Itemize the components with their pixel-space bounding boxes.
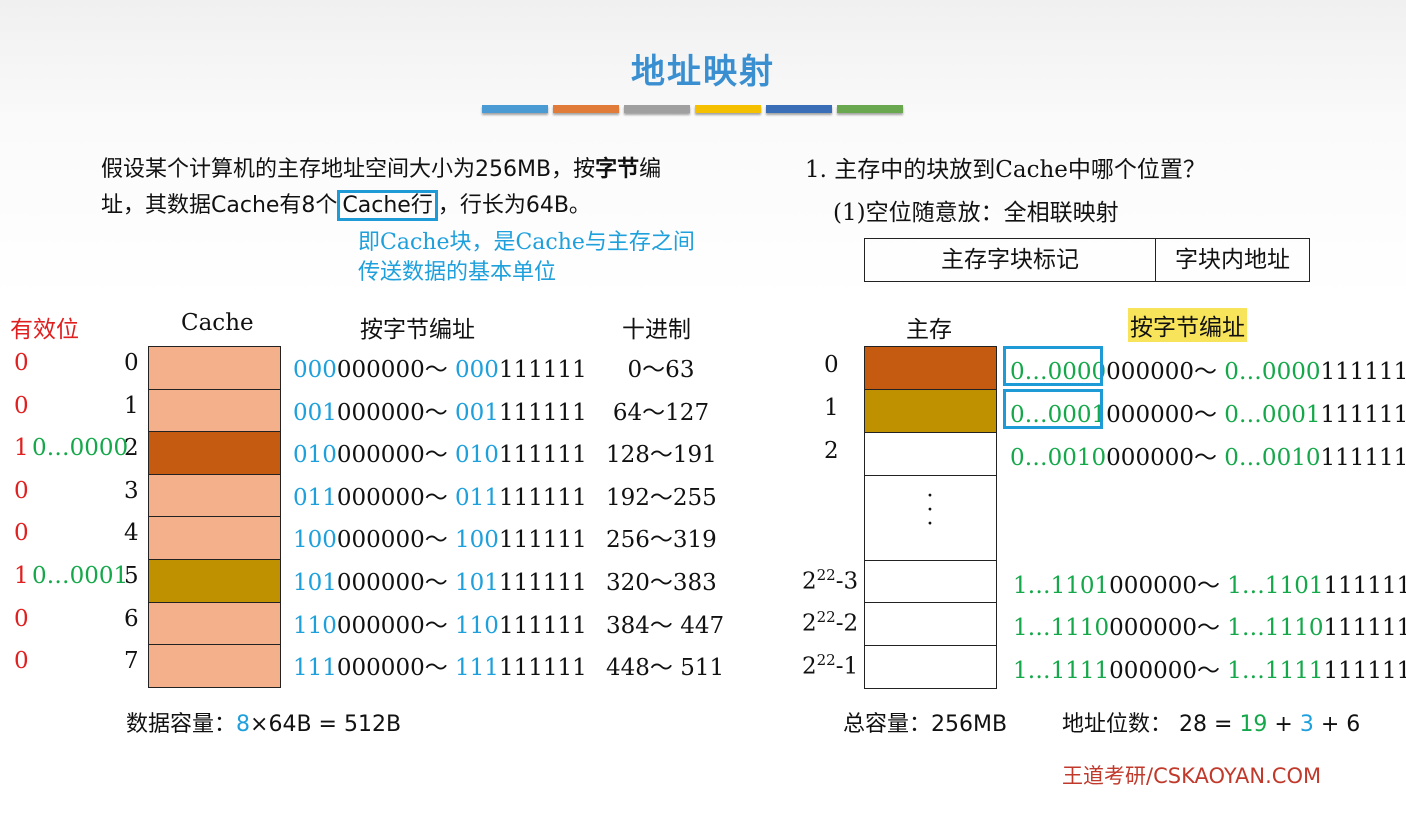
decimal-range: 448～ 511 bbox=[606, 655, 725, 682]
valid-bit: 1 bbox=[14, 563, 29, 589]
cache-line-index: 1 bbox=[124, 392, 139, 419]
cache-line-index: 4 bbox=[124, 520, 139, 547]
main-memory-block bbox=[864, 346, 997, 390]
main-memory-block bbox=[864, 389, 997, 433]
main-memory-block bbox=[864, 602, 997, 646]
memory-block-index: 222-2 bbox=[802, 608, 859, 637]
valid-bit: 0 bbox=[14, 648, 29, 675]
memory-address-range: 1…1111000000～ 1…1111111111 bbox=[1013, 658, 1406, 684]
tag-highlight-1 bbox=[1003, 389, 1103, 429]
tag-field-box: 主存字块标记 bbox=[864, 238, 1156, 282]
cache-header: Cache bbox=[181, 310, 254, 336]
total-capacity: 总容量：256MB bbox=[843, 712, 1008, 737]
decimal-range: 384～ 447 bbox=[606, 612, 725, 639]
byte-address-range: 011000000～ 011111111 bbox=[293, 484, 587, 511]
question-1: 1. 主存中的块放到Cache中哪个位置？ bbox=[805, 157, 1206, 183]
intro-line-1: 假设某个计算机的主存地址空间大小为256MB，按字节编 bbox=[101, 157, 662, 182]
decimal-range: 0～63 bbox=[627, 357, 695, 383]
byte-address-range: 010000000～ 010111111 bbox=[293, 442, 587, 469]
decimal-range: 320～383 bbox=[606, 570, 717, 596]
valid-bit: 0 bbox=[14, 477, 29, 504]
decimal-header: 十进制 bbox=[622, 317, 691, 343]
cache-line-index: 2 bbox=[124, 435, 139, 462]
title-bar-4 bbox=[695, 105, 761, 113]
intro-text: 假设某个计算机的主存地址空间大小为256MB，按字节编 址，其数据Cache有8… bbox=[101, 152, 661, 224]
data-capacity: 数据容量：8×64B = 512B bbox=[126, 712, 402, 737]
offset-field-box: 字块内地址 bbox=[1155, 238, 1310, 282]
cache-line-cell bbox=[148, 559, 281, 603]
cache-line-index: 7 bbox=[124, 648, 139, 675]
mem-byte-addr-header: 按字节编址 bbox=[1128, 308, 1247, 342]
main-memory-block bbox=[864, 645, 997, 689]
question-1-sub: (1)空位随意放：全相联映射 bbox=[833, 200, 1119, 226]
cache-line-cell bbox=[148, 346, 281, 390]
byte-address-range: 000000000～ 000111111 bbox=[293, 357, 587, 383]
valid-bit-header: 有效位 bbox=[10, 317, 79, 343]
cache-line-cell bbox=[148, 516, 281, 560]
title-bar-2 bbox=[553, 105, 619, 113]
decimal-range: 64～127 bbox=[612, 399, 710, 426]
cache-line-tag: 0…0001 bbox=[32, 563, 129, 589]
main-memory-header: 主存 bbox=[906, 317, 952, 343]
valid-bit: 0 bbox=[14, 392, 29, 419]
tag-highlight-0 bbox=[1003, 346, 1103, 386]
valid-bit: 0 bbox=[14, 520, 29, 547]
brand-footer: 王道考研/CSKAOYAN.COM bbox=[1062, 764, 1322, 788]
page-title: 地址映射 bbox=[631, 52, 775, 92]
valid-bit: 1 bbox=[14, 435, 29, 462]
valid-bit: 0 bbox=[14, 350, 29, 376]
cache-line-cell bbox=[148, 473, 281, 518]
byte-address-range: 101000000～ 101111111 bbox=[293, 570, 587, 596]
memory-block-index: 222-3 bbox=[802, 566, 859, 595]
decimal-range: 128～191 bbox=[606, 442, 717, 469]
memory-block-index: 222-1 bbox=[802, 651, 859, 680]
cache-line-cell bbox=[148, 388, 281, 433]
cache-line-index: 6 bbox=[124, 605, 139, 632]
memory-address-range: 1…1101000000～ 1…1101111111 bbox=[1013, 573, 1406, 599]
cache-line-note: 即Cache块，是Cache与主存之间 传送数据的基本单位 bbox=[358, 230, 695, 285]
byte-address-range: 111000000～ 111111111 bbox=[293, 655, 587, 682]
memory-address-range: 0…0001000000～ 0…0001111111 bbox=[1010, 402, 1406, 428]
title-bar-3 bbox=[624, 105, 690, 113]
title-bar-5 bbox=[766, 105, 832, 113]
main-memory-block bbox=[864, 560, 997, 603]
ellipsis-dots: · · · bbox=[926, 484, 934, 537]
decimal-range: 256～319 bbox=[606, 527, 717, 554]
cache-line-cell bbox=[148, 431, 281, 475]
cache-line-tag: 0…0000 bbox=[32, 435, 129, 462]
intro-line-2: 址，其数据Cache有8个 Cache行 ，行长为64B。 bbox=[101, 188, 661, 224]
memory-address-range: 0…0000000000～ 0…0000111111 bbox=[1010, 359, 1406, 385]
address-bits: 地址位数： 28 = 19 + 3 + 6 bbox=[1062, 712, 1361, 737]
memory-block-index: 0 bbox=[824, 352, 839, 378]
cache-line-term: Cache行 bbox=[337, 190, 438, 221]
title-bar-6 bbox=[837, 105, 903, 113]
decimal-range: 192～255 bbox=[606, 484, 717, 511]
main-memory-block bbox=[864, 475, 997, 561]
byte-addr-header: 按字节编址 bbox=[360, 317, 475, 343]
title-bar-1 bbox=[482, 105, 548, 113]
cache-line-index: 5 bbox=[124, 563, 139, 589]
byte-address-range: 001000000～ 001111111 bbox=[293, 399, 587, 426]
byte-address-range: 100000000～ 100111111 bbox=[293, 527, 587, 554]
cache-line-cell bbox=[148, 644, 281, 688]
main-memory-block bbox=[864, 432, 997, 476]
cache-line-index: 3 bbox=[124, 477, 139, 504]
valid-bit: 0 bbox=[14, 605, 29, 632]
memory-address-range: 1…1110000000～ 1…1110111111 bbox=[1013, 615, 1406, 641]
byte-address-range: 110000000～ 110111111 bbox=[293, 612, 587, 639]
memory-block-index: 1 bbox=[824, 395, 839, 421]
memory-address-range: 0…0010000000～ 0…0010111111 bbox=[1010, 445, 1406, 471]
cache-line-index: 0 bbox=[124, 350, 139, 376]
memory-block-index: 2 bbox=[824, 438, 839, 464]
cache-line-cell bbox=[148, 601, 281, 646]
